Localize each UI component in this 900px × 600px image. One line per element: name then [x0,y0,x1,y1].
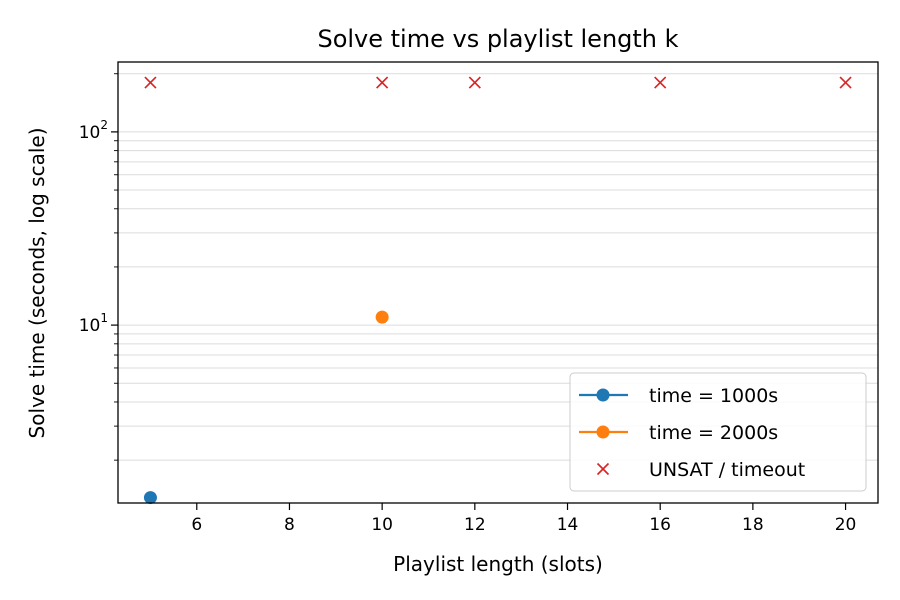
data-point-series-3 [144,76,157,89]
y-axis-label: Solve time (seconds, log scale) [25,128,49,439]
legend-entry: time = 1000s [579,385,778,407]
legend-entry: UNSAT / timeout [596,459,805,481]
x-tick-label: 12 [464,515,486,535]
x-marker-stroke [468,76,481,89]
legend: time = 1000s time = 2000s UNSAT / timeout [569,372,867,492]
x-marker-stroke [654,76,667,89]
y-axis: 101 102 [79,73,118,461]
data-point-series-3 [654,76,667,89]
x-tick-label: 20 [835,515,857,535]
x-tick-label: 6 [191,515,202,535]
x-marker-stroke [376,76,389,89]
x-marker-stroke [144,76,157,89]
x-tick-label: 18 [742,515,764,535]
legend-marker [596,462,610,476]
data-marks [143,76,852,505]
x-tick-label: 16 [649,515,671,535]
data-point-series-1 [143,491,157,505]
data-point-series-2 [375,310,389,324]
x-marker-stroke [596,462,610,476]
y-tick-label: 102 [79,118,108,143]
grid [118,73,878,461]
data-point-series-3 [376,76,389,89]
x-axis-label: Playlist length (slots) [393,552,603,576]
legend-label: time = 2000s [649,422,778,444]
legend-marker [596,388,610,402]
x-tick-label: 10 [371,515,393,535]
legend-marker [596,425,610,439]
plot-frame [117,61,879,504]
x-tick-label: 8 [284,515,295,535]
data-point-series-3 [839,76,852,89]
y-tick-label: 101 [79,311,108,336]
x-tick-label: 14 [557,515,579,535]
x-marker-stroke [839,76,852,89]
legend-box [569,372,867,492]
x-axis: 6 8 10 12 14 16 18 20 [191,503,856,535]
data-point-series-3 [468,76,481,89]
legend-label: UNSAT / timeout [649,459,805,481]
legend-label: time = 1000s [649,385,778,407]
legend-entry: time = 2000s [579,422,778,444]
chart-title: Solve time vs playlist length k [317,25,678,53]
